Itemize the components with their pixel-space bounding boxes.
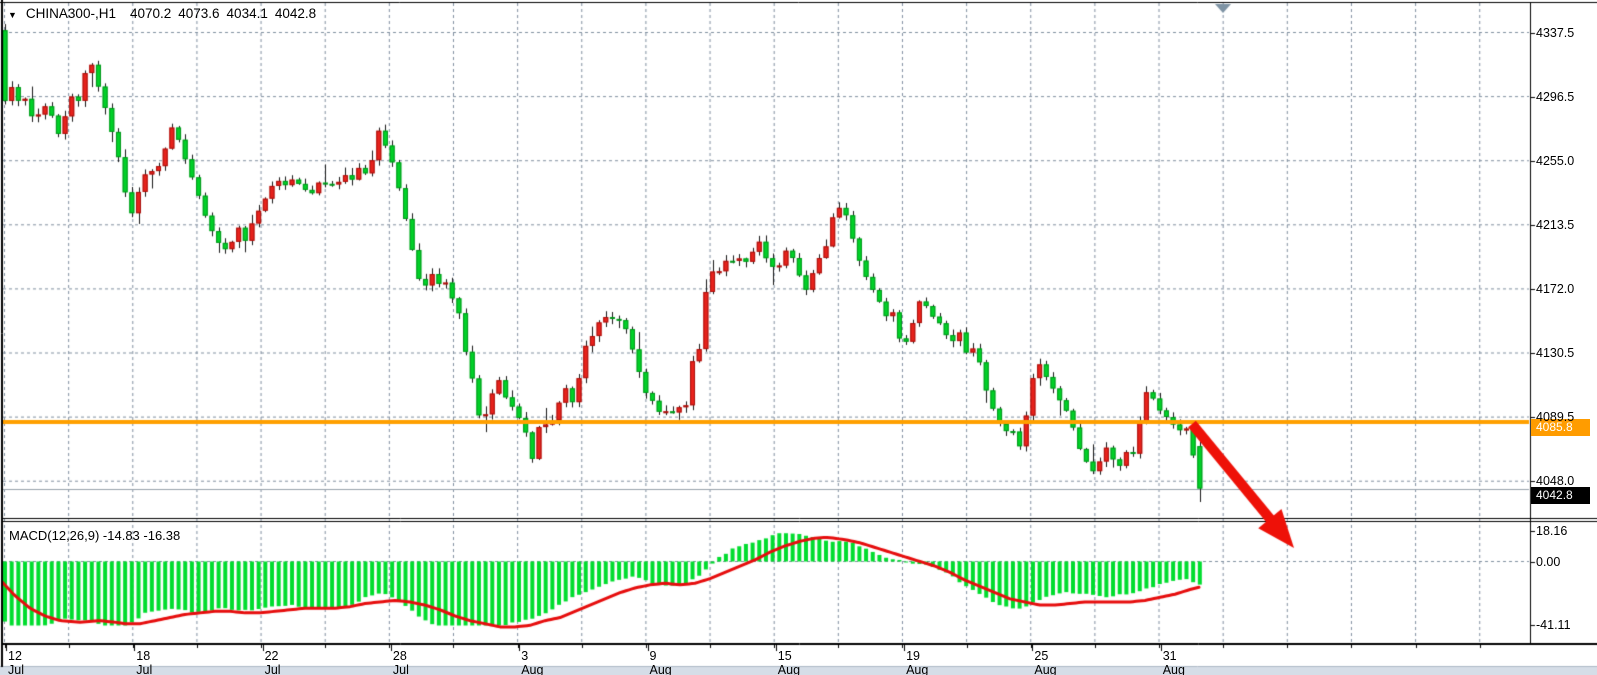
time-axis-label: 3 Aug 02:30	[521, 649, 544, 675]
symbol-period-label: CHINA300-,H1	[25, 6, 116, 21]
time-axis-label: 25 Aug 02:30	[1034, 649, 1057, 675]
macd-axis-label: 18.16	[1536, 524, 1568, 538]
ohlc-open: 4070.2	[129, 6, 172, 21]
time-axis-label: 12 Jul 2022	[8, 649, 24, 675]
support-price-badge: 4085.8	[1531, 419, 1590, 436]
price-axis-label: 4296.5	[1536, 89, 1575, 104]
time-axis-label: 18 Jul 02:30	[136, 649, 153, 675]
price-axis-label: 4213.5	[1536, 217, 1575, 232]
time-axis-label: 28 Jul 02:30	[392, 649, 409, 675]
time-axis-label: 9 Aug 02:30	[649, 649, 672, 675]
macd-axis-label: 0.00	[1536, 554, 1561, 569]
current-price-badge: 4042.8	[1531, 487, 1590, 504]
price-axis-label: 4089.5	[1536, 410, 1575, 425]
macd-indicator-label: MACD(12,26,9) -14.83 -16.38	[9, 528, 181, 543]
price-axis-label: 4172.0	[1536, 281, 1575, 296]
time-axis-label: 31 Aug 02:30	[1162, 649, 1185, 675]
time-axis-label: 19 Aug 02:30	[906, 649, 929, 675]
symbol-dropdown-icon[interactable]: ▼	[8, 9, 17, 20]
price-axis-label: 4337.5	[1536, 25, 1575, 40]
macd-axis-label: -41.11	[1536, 618, 1571, 632]
price-axis-label: 4130.5	[1536, 346, 1575, 360]
price-axis-label: 4048.0	[1536, 474, 1575, 489]
time-axis-label: 15 Aug 02:30	[777, 649, 801, 675]
price-axis-label: 4255.0	[1536, 153, 1575, 168]
ohlc-low: 4034.1	[226, 6, 268, 21]
ohlc-close: 4042.8	[274, 6, 317, 21]
ohlc-high: 4073.6	[178, 6, 220, 21]
time-axis-label: 22 Jul 02:30	[264, 649, 281, 675]
chart-title: ▼ CHINA300-,H1 4070.2 4073.6 4034.1 4042…	[8, 6, 323, 21]
